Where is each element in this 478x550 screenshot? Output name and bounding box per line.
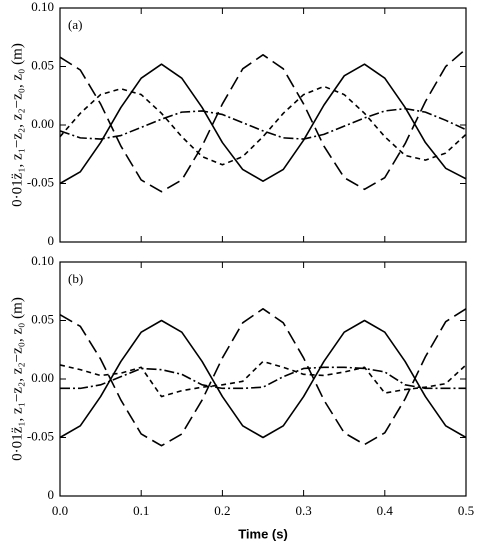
series-line <box>59 63 467 185</box>
x-tick-label: 0.3 <box>295 503 311 518</box>
y-tick-label: 0.10 <box>31 0 54 14</box>
x-tick-label: 0.0 <box>52 503 68 518</box>
series-line <box>59 308 467 447</box>
plot-frame <box>59 7 467 243</box>
series-line <box>59 319 467 439</box>
y-tick-label: 0.00 <box>31 116 54 131</box>
y-axis-label: 0·01z̈₁, z₁−z₂, z₂−z₀, z₀ (m) <box>9 43 25 207</box>
x-tick-label: 0.2 <box>214 503 230 518</box>
x-tick-label: 0.1 <box>133 503 149 518</box>
series-line <box>59 360 467 398</box>
panel-label: (a) <box>68 17 82 32</box>
y-tick-label: -0.05 <box>27 428 54 443</box>
y-tick-label: 0.10 <box>31 253 54 268</box>
x-tick-label: 0.5 <box>458 503 474 518</box>
y-tick-label: 0.05 <box>31 311 54 326</box>
series-line <box>59 107 467 140</box>
series-line <box>59 85 467 166</box>
x-axis-label: Time (s) <box>238 526 288 541</box>
x-tick-label: 0.4 <box>377 503 394 518</box>
y-tick-label: 0 <box>48 487 55 502</box>
panel-label: (b) <box>68 271 83 286</box>
y-tick-label: -0.05 <box>27 174 54 189</box>
y-tick-label: 0.00 <box>31 370 54 385</box>
series-line <box>59 48 467 193</box>
plot-frame <box>59 261 467 497</box>
y-tick-label: 0.05 <box>31 57 54 72</box>
series-line <box>60 366 466 390</box>
y-axis-label: 0·01z̈₁, z₁−z₂, z₂−z₀, z₀ (m) <box>9 297 25 461</box>
y-tick-label: 0 <box>48 233 55 248</box>
